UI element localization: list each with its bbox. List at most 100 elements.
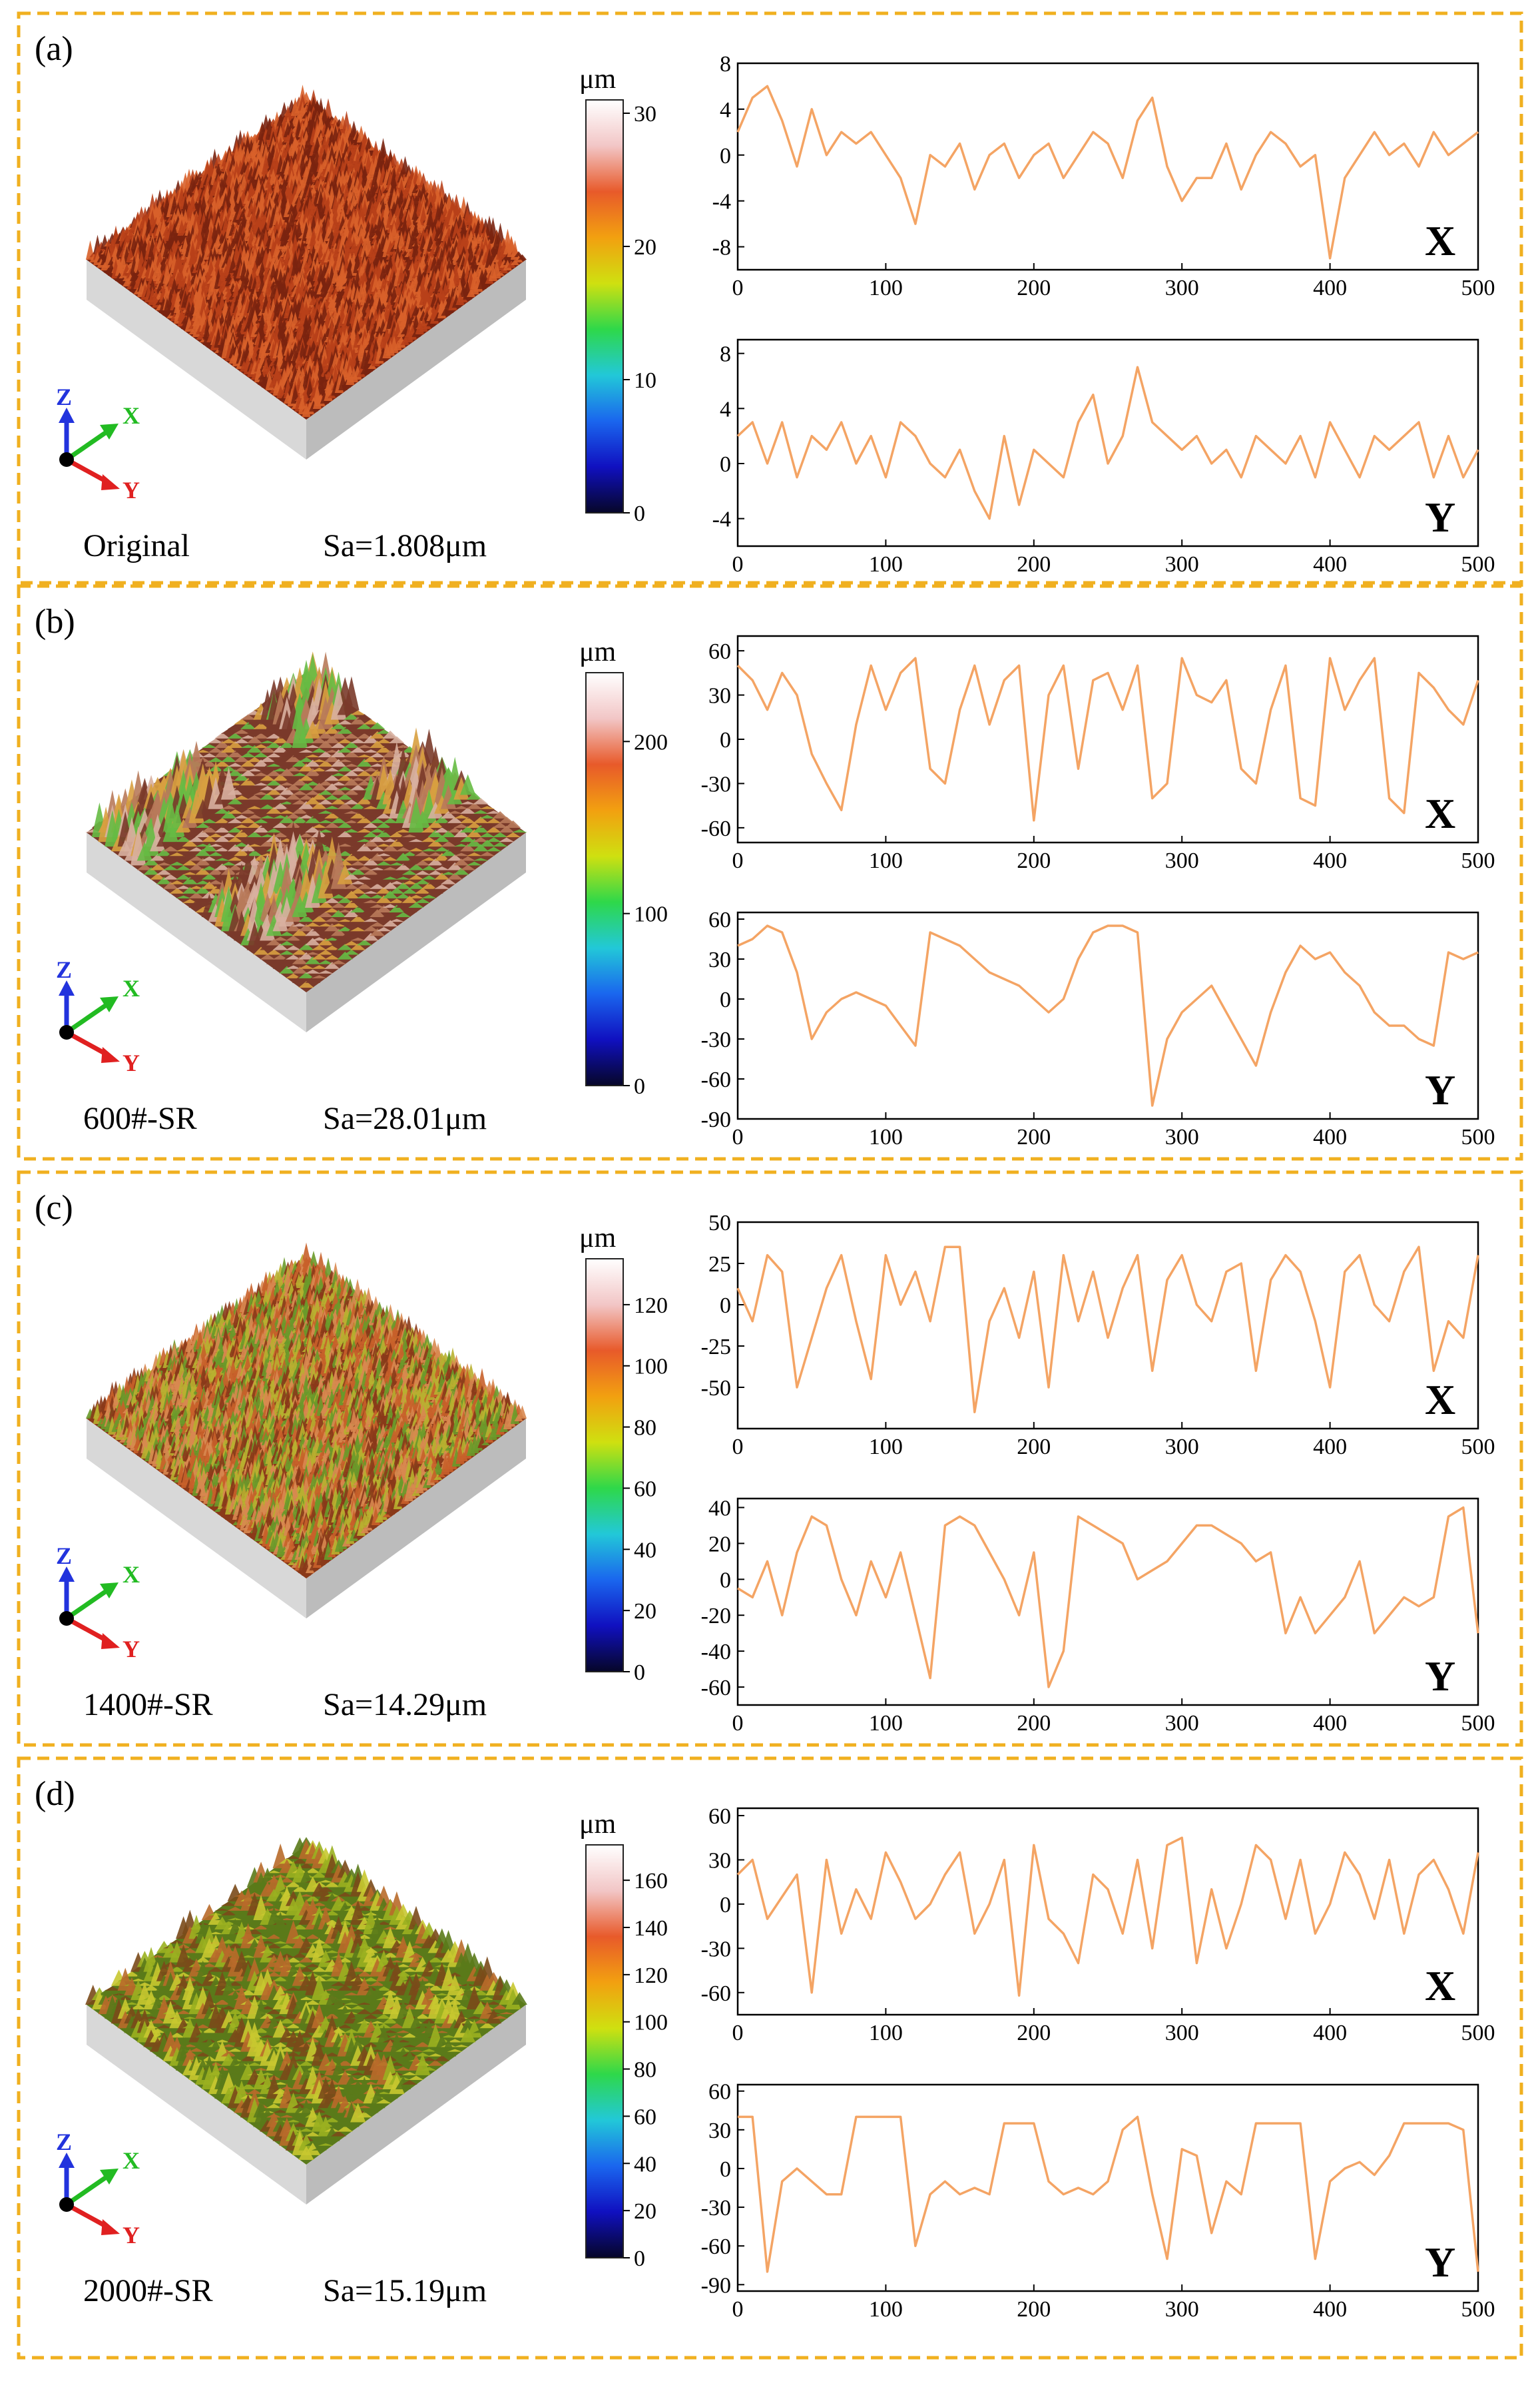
y-tick-label: 0 xyxy=(720,728,731,753)
colorbar-tick-label: 200 xyxy=(634,730,668,755)
surface-peak xyxy=(236,332,245,342)
x-tick-label: 400 xyxy=(1313,849,1347,873)
sample-name: Original xyxy=(83,528,190,563)
profile-direction-label: X xyxy=(1425,790,1455,837)
profile-line xyxy=(737,924,1479,1107)
y-tick-label: -60 xyxy=(701,1068,731,1092)
surface-peak xyxy=(173,239,183,249)
y-tick-label: 60 xyxy=(708,908,731,932)
x-tick-label: 100 xyxy=(869,849,903,873)
profile-direction-label: Y xyxy=(1425,1066,1455,1114)
surface-side-right xyxy=(306,260,526,460)
x-tick-label: 400 xyxy=(1313,276,1347,300)
profile-direction-label: X xyxy=(1425,217,1455,264)
surface-peak xyxy=(173,233,183,238)
x-tick-label: 500 xyxy=(1461,276,1495,300)
plot-frame xyxy=(736,62,1479,271)
x-axis-label: X xyxy=(123,975,140,1002)
y-tick-label: 4 xyxy=(720,397,731,422)
y-tick-label: -30 xyxy=(701,1028,731,1052)
x-tick-label: 0 xyxy=(732,276,744,300)
sa-value: Sa=1.808μm xyxy=(323,528,487,563)
y-tick-label: 8 xyxy=(720,342,731,367)
surface-peak xyxy=(342,111,352,132)
colorbar-unit: μm xyxy=(579,64,617,95)
y-tick-label: -60 xyxy=(701,817,731,841)
y-tick-label: 30 xyxy=(708,684,731,709)
x-axis-label: X xyxy=(123,402,140,429)
surface-peak xyxy=(309,295,318,305)
x-tick-label: 200 xyxy=(1017,276,1051,300)
surface-peak xyxy=(309,290,318,300)
y-tick-label: 0 xyxy=(720,452,731,477)
surface-peak xyxy=(192,328,201,337)
colorbar-tick-label: 0 xyxy=(634,502,645,526)
profile-line xyxy=(736,366,1479,520)
panel-label: (a) xyxy=(35,30,73,68)
y-axis-label: Y xyxy=(123,477,140,504)
x-tick-label: 0 xyxy=(732,849,744,873)
z-axis-label: Z xyxy=(56,384,72,410)
z-axis-label: Z xyxy=(56,956,72,983)
surface-peak xyxy=(217,282,227,292)
x-tick-label: 300 xyxy=(1165,552,1199,577)
origin-dot xyxy=(59,1025,74,1040)
y-tick-label: -8 xyxy=(712,236,731,260)
x-tick-label: 200 xyxy=(1017,849,1051,873)
x-tick-label: 300 xyxy=(1165,849,1199,873)
surface-peak xyxy=(195,334,205,340)
colorbar-unit: μm xyxy=(579,637,617,667)
x-tick-label: 100 xyxy=(869,552,903,577)
profile-line xyxy=(736,85,1479,260)
panel-label: (c) xyxy=(35,1189,73,1227)
origin-dot xyxy=(59,452,74,467)
surface-peak xyxy=(400,250,410,260)
y-tick-label: 4 xyxy=(720,98,731,123)
x-tick-label: 300 xyxy=(1165,1125,1199,1150)
x-tick-label: 400 xyxy=(1313,552,1347,577)
surface-side-left xyxy=(87,260,306,460)
profile-line xyxy=(736,657,1479,822)
colorbar-tick-label: 100 xyxy=(634,902,668,927)
y-tick-label: -30 xyxy=(701,772,731,797)
surface-peak xyxy=(115,272,125,281)
y-tick-label: 0 xyxy=(720,988,731,1012)
panel-label: (b) xyxy=(35,603,75,641)
colorbar xyxy=(585,99,624,513)
x-tick-label: 500 xyxy=(1461,849,1495,873)
y-axis-label: Y xyxy=(123,1050,140,1076)
surface-peak xyxy=(488,217,498,238)
plot-frame xyxy=(736,635,1479,844)
surface-peak xyxy=(389,153,399,167)
y-arrowhead xyxy=(101,474,120,490)
y-tick-label: 8 xyxy=(720,52,731,77)
y-arrowhead xyxy=(101,1047,120,1063)
panel-frame xyxy=(17,11,1523,585)
x-tick-label: 400 xyxy=(1313,1125,1347,1150)
x-tick-label: 500 xyxy=(1461,1125,1495,1150)
x-tick-label: 200 xyxy=(1017,552,1051,577)
x-tick-label: 500 xyxy=(1461,552,1495,577)
y-tick-label: -4 xyxy=(712,508,731,532)
colorbar xyxy=(585,672,624,1086)
profile-direction-label: Y xyxy=(1425,494,1455,541)
y-tick-label: -90 xyxy=(701,1108,731,1132)
y-tick-label: -4 xyxy=(712,190,731,214)
y-tick-label: 60 xyxy=(708,639,731,664)
colorbar-tick-label: 0 xyxy=(634,1074,645,1099)
x-tick-label: 100 xyxy=(869,1125,903,1150)
y-tick-label: 30 xyxy=(708,948,731,972)
y-tick-label: 0 xyxy=(720,144,731,169)
surface-peak xyxy=(97,241,106,252)
x-tick-label: 0 xyxy=(732,552,744,577)
colorbar-tick-label: 10 xyxy=(634,368,656,393)
sample-name: 600#-SR xyxy=(83,1101,197,1136)
x-tick-label: 100 xyxy=(869,276,903,300)
colorbar-tick-label: 30 xyxy=(634,102,656,127)
x-tick-label: 200 xyxy=(1017,1125,1051,1150)
x-tick-label: 300 xyxy=(1165,276,1199,300)
